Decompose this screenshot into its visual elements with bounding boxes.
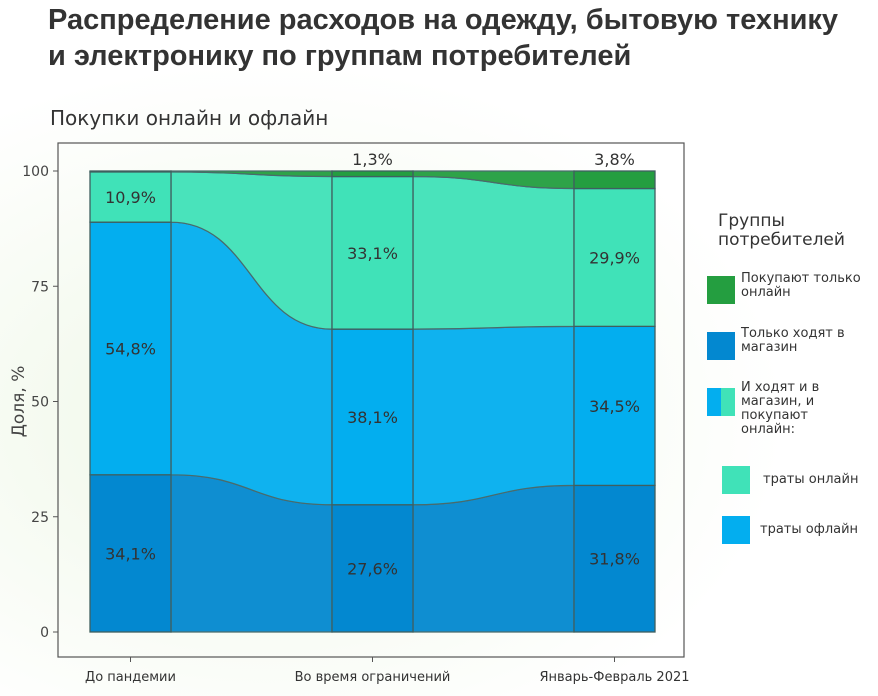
data-label: 31,8% (589, 550, 640, 569)
data-label: 54,8% (105, 339, 156, 358)
bar-segment (89, 171, 172, 223)
x-tick-label: Январь-Февраль 2021 (539, 670, 689, 685)
bar-segment (331, 170, 414, 178)
data-label: 27,6% (347, 559, 398, 578)
x-tick-label: Во время ограничений (295, 670, 451, 685)
bar-segment (89, 474, 172, 633)
bar-segment (331, 504, 414, 633)
chart-subtitle: Покупки онлайн и офлайн (50, 106, 329, 130)
flow-1 (412, 325, 575, 506)
y-tick-label: 25 (31, 510, 49, 526)
legend-title: Группы потребителей (718, 211, 845, 250)
data-label: 1,3% (352, 150, 393, 169)
legend-label-online-only: Покупают только онлайн (741, 271, 861, 300)
flow-2 (412, 175, 575, 330)
legend-swatch-both-online (721, 388, 735, 416)
legend-label-online-spend: траты онлайн (763, 472, 859, 487)
bar-segment (331, 175, 414, 330)
chart-title: Распределение расходов на одежду, бытову… (48, 4, 839, 72)
data-label: 38,1% (347, 408, 398, 427)
flow-0 (412, 484, 575, 633)
plot-frame (57, 142, 685, 658)
bar-segment (331, 328, 414, 506)
legend-swatch-both-offline (707, 388, 721, 416)
bar-segment (89, 221, 172, 476)
y-tick-label: 50 (31, 395, 49, 411)
legend-label-both: И ходят и в магазин, и покупают онлайн: (741, 380, 820, 437)
y-axis-label: Доля, % (9, 366, 29, 438)
legend-swatch-offline-only (707, 332, 735, 360)
y-tick-label: 75 (31, 279, 49, 295)
data-label: 10,9% (105, 188, 156, 207)
legend-swatch-online-spend (722, 466, 750, 494)
data-label: 33,1% (347, 244, 398, 263)
x-tick-label: До пандемии (85, 670, 176, 685)
data-label: 34,5% (589, 397, 640, 416)
data-label: 34,1% (105, 544, 156, 563)
y-tick-label: 0 (40, 625, 49, 641)
data-label: 3,8% (594, 150, 635, 169)
legend-swatch-online-only (707, 276, 735, 304)
bar-segment (89, 170, 172, 173)
bar-segment (573, 325, 656, 487)
bar-segment (573, 170, 656, 190)
legend-swatch-offline-spend (722, 516, 750, 544)
legend-label-offline-spend: траты офлайн (760, 522, 859, 537)
bar-segment (573, 484, 656, 633)
legend-label-offline-only: Только ходят в магазин (741, 326, 845, 355)
data-label: 29,9% (589, 248, 640, 267)
y-tick-label: 100 (22, 164, 49, 180)
bar-segment (573, 187, 656, 328)
